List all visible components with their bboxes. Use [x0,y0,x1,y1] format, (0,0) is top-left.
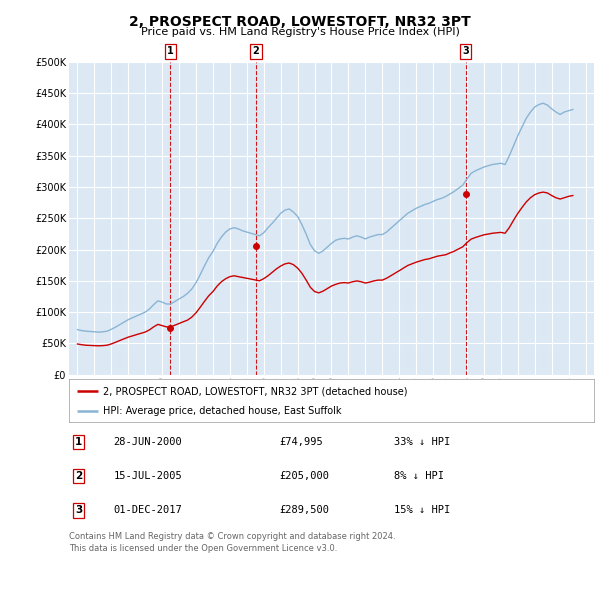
Text: 15-JUL-2005: 15-JUL-2005 [113,471,182,481]
Text: Price paid vs. HM Land Registry's House Price Index (HPI): Price paid vs. HM Land Registry's House … [140,27,460,37]
Text: £205,000: £205,000 [279,471,329,481]
Text: 2: 2 [253,47,259,57]
Text: 33% ↓ HPI: 33% ↓ HPI [395,437,451,447]
Text: 8% ↓ HPI: 8% ↓ HPI [395,471,445,481]
Text: 01-DEC-2017: 01-DEC-2017 [113,506,182,515]
Text: £289,500: £289,500 [279,506,329,515]
Text: 1: 1 [167,47,174,57]
Text: 2, PROSPECT ROAD, LOWESTOFT, NR32 3PT: 2, PROSPECT ROAD, LOWESTOFT, NR32 3PT [129,15,471,29]
Text: 3: 3 [75,506,82,515]
Text: £74,995: £74,995 [279,437,323,447]
Text: 2, PROSPECT ROAD, LOWESTOFT, NR32 3PT (detached house): 2, PROSPECT ROAD, LOWESTOFT, NR32 3PT (d… [103,386,407,396]
Text: HPI: Average price, detached house, East Suffolk: HPI: Average price, detached house, East… [103,407,341,416]
Text: 1: 1 [75,437,82,447]
Text: Contains HM Land Registry data © Crown copyright and database right 2024.
This d: Contains HM Land Registry data © Crown c… [69,532,395,553]
Text: 3: 3 [462,47,469,57]
Text: 2: 2 [75,471,82,481]
Text: 15% ↓ HPI: 15% ↓ HPI [395,506,451,515]
Text: 28-JUN-2000: 28-JUN-2000 [113,437,182,447]
